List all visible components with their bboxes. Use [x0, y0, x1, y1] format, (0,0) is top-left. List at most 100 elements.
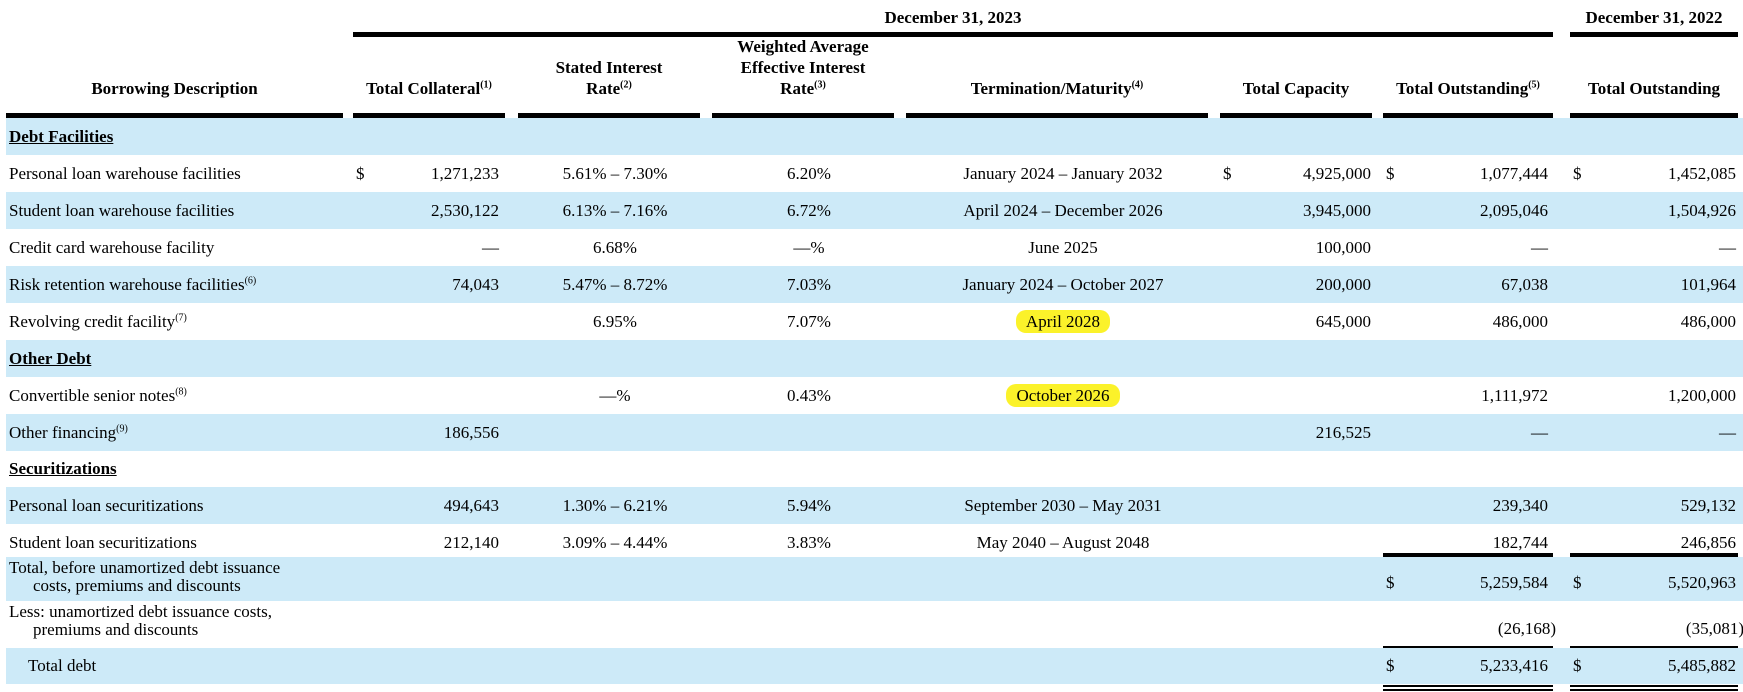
outstanding-2022-value: 5,485,882 [1668, 656, 1736, 675]
outstanding-value: 67,038 [1501, 275, 1548, 294]
section-securitizations: Securitizations [9, 459, 117, 478]
collateral-value: 494,643 [443, 496, 499, 515]
row-label: Student loan warehouse facilities [9, 201, 235, 220]
highlighted-maturity: October 2026 [1006, 384, 1120, 407]
outstanding-2022-value: (35,081) [1685, 619, 1743, 638]
stated-rate-value: 6.68% [593, 238, 637, 257]
header-rule [1383, 113, 1553, 118]
outstanding-value: 239,340 [1492, 496, 1548, 515]
double-rule-top [1383, 685, 1553, 687]
outstanding-2022-value: 529,132 [1680, 496, 1736, 515]
table-row: Student loan securitizations 212,140 3.0… [6, 524, 1743, 561]
outstanding-2022-value: — [1719, 238, 1736, 257]
row-label: Personal loan securitizations [9, 496, 204, 515]
section-row: Other Debt [6, 340, 1743, 377]
row-label: Total debt [28, 656, 97, 675]
row-label: Personal loan warehouse facilities [9, 164, 241, 183]
outstanding-2022-value: 1,200,000 [1668, 386, 1736, 405]
outstanding-value: — [1531, 238, 1548, 257]
outstanding-value: 182,744 [1492, 533, 1548, 552]
outstanding-value: 5,259,584 [1480, 573, 1548, 592]
capacity-value: 216,525 [1315, 423, 1371, 442]
col-header-description: Borrowing Description [91, 79, 258, 98]
header-rule [1220, 113, 1372, 118]
table-row: Personal loan securitizations 494,643 1.… [6, 487, 1743, 524]
weighted-rate-value: 7.03% [787, 275, 831, 294]
currency-symbol: $ [1386, 164, 1395, 183]
weighted-rate-value: 0.43% [787, 386, 831, 405]
table-row: Revolving credit facility(7) 6.95% 7.07%… [6, 303, 1743, 340]
table-row: Convertible senior notes(8) —% 0.43% Oct… [6, 377, 1743, 414]
currency-symbol: $ [1386, 573, 1395, 592]
capacity-value: 100,000 [1315, 238, 1371, 257]
row-label: Revolving credit facility(7) [9, 312, 187, 331]
collateral-value: 186,556 [443, 423, 499, 442]
currency-symbol: $ [1573, 656, 1582, 675]
row-label: Risk retention warehouse facilities(6) [9, 275, 257, 294]
collateral-value: 212,140 [443, 533, 499, 552]
outstanding-2022-value: — [1719, 423, 1736, 442]
stated-rate-value: 1.30% – 6.21% [562, 496, 668, 515]
double-rule-bottom [1383, 689, 1553, 691]
col-header-outstanding-2022: Total Outstanding [1587, 79, 1721, 98]
outstanding-value: 1,111,972 [1481, 386, 1548, 405]
collateral-value: 1,271,233 [431, 164, 499, 183]
header-rule [712, 113, 894, 118]
maturity-value: May 2040 – August 2048 [976, 533, 1150, 552]
capacity-value: 200,000 [1315, 275, 1371, 294]
currency-symbol: $ [1223, 164, 1232, 183]
capacity-value: 3,945,000 [1303, 201, 1371, 220]
maturity-value: September 2030 – May 2031 [964, 496, 1162, 515]
outstanding-value: 486,000 [1492, 312, 1548, 331]
maturity-value: June 2025 [1028, 238, 1098, 257]
outstanding-2022-value: 1,504,926 [1668, 201, 1736, 220]
maturity-value: October 2026 [912, 377, 1214, 414]
outstanding-value: 5,233,416 [1480, 656, 1548, 675]
stated-rate-value: 5.61% – 7.30% [562, 164, 668, 183]
section-other-debt: Other Debt [9, 349, 92, 368]
double-rule-top [1570, 685, 1738, 687]
maturity-value: April 2024 – December 2026 [963, 201, 1163, 220]
col-header-termination: Termination/Maturity(4) [970, 79, 1144, 98]
header-rule [6, 113, 343, 118]
col-header-weighted-rate: Weighted Average Effective Interest Rate(3… [737, 37, 869, 98]
outstanding-value: 2,095,046 [1480, 201, 1548, 220]
outstanding-value: — [1531, 423, 1548, 442]
subtotal-rule [1383, 553, 1553, 557]
col-header-collateral: Total Collateral(1) [366, 79, 492, 98]
header-rule [518, 113, 700, 118]
row-label: Less: unamortized debt issuance costs, pr… [9, 602, 272, 639]
table-row: Credit card warehouse facility — 6.68% —… [6, 229, 1743, 266]
outstanding-2022-value: 1,452,085 [1668, 164, 1736, 183]
weighted-rate-value: 6.72% [787, 201, 831, 220]
maturity-value: January 2024 – January 2032 [963, 164, 1163, 183]
weighted-rate-value: 6.20% [787, 164, 831, 183]
table-row: Personal loan warehouse facilities $ 1,2… [6, 155, 1743, 192]
section-row: Debt Facilities [6, 118, 1743, 155]
col-header-outstanding: Total Outstanding(5) [1396, 79, 1540, 98]
total-rule [1570, 646, 1738, 648]
section-row: Securitizations [6, 450, 1743, 487]
stated-rate-value: —% [599, 386, 631, 405]
header-rule [353, 113, 505, 118]
outstanding-2022-value: 246,856 [1680, 533, 1736, 552]
maturity-value: April 2028 [912, 303, 1214, 340]
stated-rate-value: 3.09% – 4.44% [562, 533, 668, 552]
outstanding-value: (26,168) [1497, 619, 1556, 638]
period-2023-header: December 31, 2023 [884, 8, 1022, 27]
row-label: Convertible senior notes(8) [9, 386, 187, 405]
total-row: Total debt $ 5,233,416 $ 5,485,882 [6, 648, 1743, 684]
capacity-value: 645,000 [1315, 312, 1371, 331]
total-rule [1383, 646, 1553, 648]
stated-rate-value: 6.13% – 7.16% [562, 201, 668, 220]
currency-symbol: $ [356, 164, 365, 183]
currency-symbol: $ [1386, 656, 1395, 675]
currency-symbol: $ [1573, 573, 1582, 592]
highlighted-maturity: April 2028 [1015, 310, 1111, 333]
header-rule [1570, 113, 1738, 118]
period-2022-header: December 31, 2022 [1585, 8, 1723, 27]
collateral-value: 74,043 [452, 275, 499, 294]
collateral-value: 2,530,122 [431, 201, 499, 220]
row-label: Other financing(9) [9, 423, 128, 442]
